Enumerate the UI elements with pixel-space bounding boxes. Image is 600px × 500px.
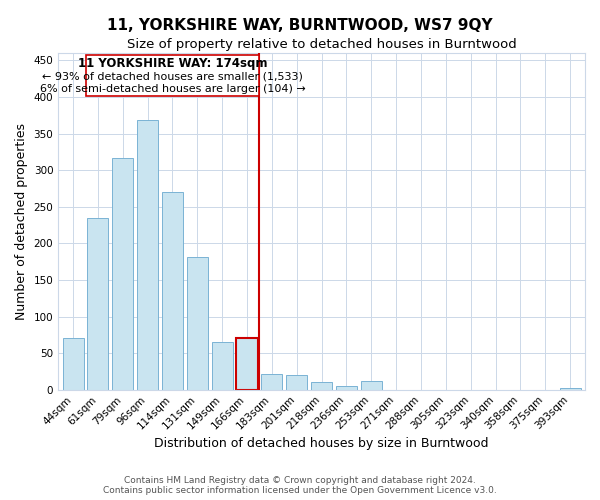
Bar bbox=[137, 120, 158, 390]
Bar bbox=[336, 386, 357, 390]
Bar bbox=[88, 218, 109, 390]
X-axis label: Distribution of detached houses by size in Burntwood: Distribution of detached houses by size … bbox=[154, 437, 489, 450]
Bar bbox=[187, 256, 208, 390]
FancyBboxPatch shape bbox=[86, 54, 259, 96]
Text: 6% of semi-detached houses are larger (104) →: 6% of semi-detached houses are larger (1… bbox=[40, 84, 305, 94]
Y-axis label: Number of detached properties: Number of detached properties bbox=[15, 123, 28, 320]
Bar bbox=[236, 338, 257, 390]
Bar bbox=[286, 375, 307, 390]
Bar bbox=[162, 192, 183, 390]
Bar bbox=[62, 338, 83, 390]
Text: Contains HM Land Registry data © Crown copyright and database right 2024.
Contai: Contains HM Land Registry data © Crown c… bbox=[103, 476, 497, 495]
Bar bbox=[560, 388, 581, 390]
Title: Size of property relative to detached houses in Burntwood: Size of property relative to detached ho… bbox=[127, 38, 517, 51]
Text: ← 93% of detached houses are smaller (1,533): ← 93% of detached houses are smaller (1,… bbox=[42, 71, 303, 81]
Bar bbox=[361, 381, 382, 390]
Text: 11, YORKSHIRE WAY, BURNTWOOD, WS7 9QY: 11, YORKSHIRE WAY, BURNTWOOD, WS7 9QY bbox=[107, 18, 493, 32]
Bar bbox=[311, 382, 332, 390]
Text: 11 YORKSHIRE WAY: 174sqm: 11 YORKSHIRE WAY: 174sqm bbox=[78, 57, 267, 70]
Bar bbox=[262, 374, 283, 390]
Bar bbox=[112, 158, 133, 390]
Bar bbox=[212, 342, 233, 390]
